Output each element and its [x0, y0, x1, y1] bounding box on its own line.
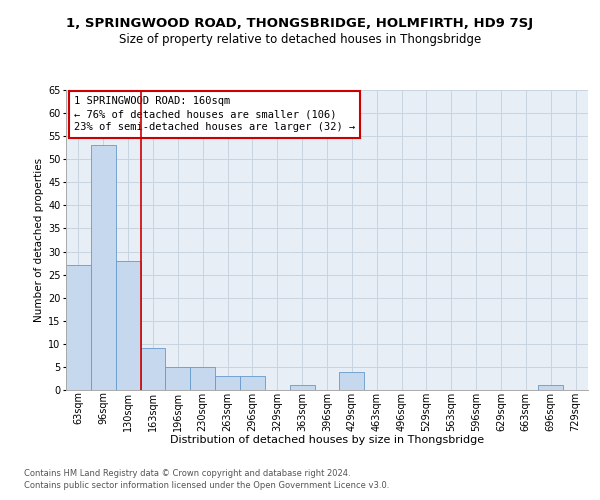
- Bar: [240, 376, 265, 390]
- Bar: [538, 386, 563, 390]
- Text: Size of property relative to detached houses in Thongsbridge: Size of property relative to detached ho…: [119, 32, 481, 46]
- Bar: [66, 266, 91, 390]
- Text: 1, SPRINGWOOD ROAD, THONGSBRIDGE, HOLMFIRTH, HD9 7SJ: 1, SPRINGWOOD ROAD, THONGSBRIDGE, HOLMFI…: [67, 18, 533, 30]
- Bar: [166, 367, 190, 390]
- Text: Contains HM Land Registry data © Crown copyright and database right 2024.: Contains HM Land Registry data © Crown c…: [24, 468, 350, 477]
- Bar: [116, 261, 140, 390]
- Bar: [290, 386, 314, 390]
- Bar: [91, 146, 116, 390]
- Text: 1 SPRINGWOOD ROAD: 160sqm
← 76% of detached houses are smaller (106)
23% of semi: 1 SPRINGWOOD ROAD: 160sqm ← 76% of detac…: [74, 96, 355, 132]
- Bar: [215, 376, 240, 390]
- X-axis label: Distribution of detached houses by size in Thongsbridge: Distribution of detached houses by size …: [170, 435, 484, 445]
- Text: Contains public sector information licensed under the Open Government Licence v3: Contains public sector information licen…: [24, 481, 389, 490]
- Bar: [140, 348, 166, 390]
- Bar: [190, 367, 215, 390]
- Bar: [340, 372, 364, 390]
- Y-axis label: Number of detached properties: Number of detached properties: [34, 158, 44, 322]
